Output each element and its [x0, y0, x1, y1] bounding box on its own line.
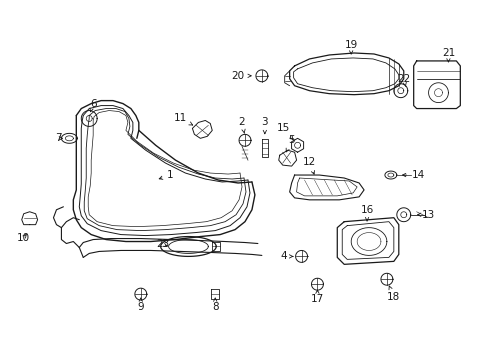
- Text: 3: 3: [261, 117, 267, 134]
- Text: 18: 18: [386, 286, 400, 302]
- Text: 20: 20: [231, 71, 251, 81]
- Text: 7: 7: [55, 133, 62, 143]
- Text: 23: 23: [156, 239, 169, 249]
- Text: 12: 12: [302, 157, 315, 174]
- Text: 11: 11: [174, 113, 192, 125]
- Text: 4: 4: [280, 251, 292, 261]
- Text: 8: 8: [211, 298, 218, 312]
- Text: 5: 5: [285, 135, 294, 152]
- Text: 14: 14: [402, 170, 425, 180]
- Text: 17: 17: [310, 290, 324, 304]
- Text: 16: 16: [360, 205, 373, 221]
- Text: 6: 6: [90, 99, 96, 112]
- Text: 2: 2: [238, 117, 245, 133]
- Text: 21: 21: [441, 48, 454, 62]
- Text: 10: 10: [17, 233, 30, 243]
- Text: 19: 19: [344, 40, 357, 54]
- Text: 15: 15: [277, 123, 292, 140]
- Text: 13: 13: [417, 210, 434, 220]
- Text: 1: 1: [159, 170, 174, 180]
- Text: 9: 9: [137, 298, 144, 312]
- Text: 22: 22: [396, 74, 409, 86]
